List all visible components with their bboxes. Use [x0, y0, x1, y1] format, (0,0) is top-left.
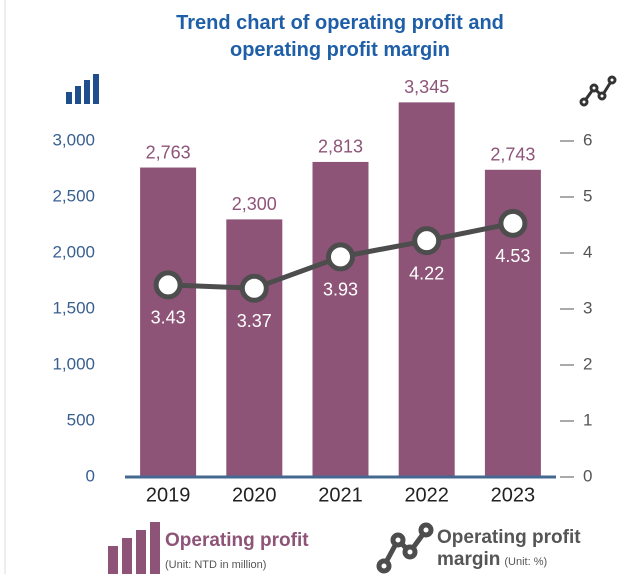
legend-unit: (Unit: NTD in million) — [165, 559, 267, 571]
x-tick-label: 2019 — [146, 484, 191, 506]
line-marker — [326, 242, 355, 272]
y2-tick-label: 0 — [583, 466, 592, 485]
line-marker — [412, 226, 442, 256]
bar-axis-icon — [66, 74, 99, 104]
y2-tick-label: 1 — [583, 410, 592, 429]
y-tick-label: 3,000 — [52, 130, 95, 149]
line-axis-icon — [579, 75, 617, 107]
y2-tick-label: 2 — [583, 354, 592, 373]
bar-value-label: 2,743 — [490, 145, 535, 165]
line-value-label: 3.43 — [151, 308, 186, 328]
line-marker — [498, 208, 528, 238]
legend-bar-icon — [108, 522, 160, 574]
y2-tick-label: 5 — [583, 186, 592, 205]
legend-label: Operating profit margin — [437, 527, 581, 570]
bar — [398, 102, 455, 478]
y2-tick-label: 3 — [583, 298, 592, 317]
bar-value-label: 2,813 — [318, 137, 363, 157]
line-marker — [239, 273, 269, 303]
y-tick-label: 500 — [67, 410, 95, 429]
legend-entry: Operating profit margin (Unit: %) — [437, 527, 617, 573]
y-tick-label: 1,500 — [52, 298, 95, 317]
bar — [312, 161, 369, 477]
bar-value-label: 2,300 — [232, 194, 277, 214]
bar — [226, 219, 283, 477]
line-value-label: 3.37 — [237, 311, 272, 331]
legend-line-icon — [376, 522, 434, 574]
y-tick-label: 2,000 — [52, 242, 95, 261]
bar-value-label: 3,345 — [404, 77, 449, 97]
line-value-label: 4.53 — [495, 246, 530, 266]
y-tick-label: 0 — [86, 466, 95, 485]
x-tick-label: 2020 — [232, 484, 277, 506]
x-tick-label: 2022 — [404, 484, 449, 506]
line-value-label: 4.22 — [409, 263, 444, 283]
y-tick-label: 1,000 — [52, 354, 95, 373]
legend-label: Operating profit — [165, 530, 309, 551]
x-tick-label: 2023 — [491, 484, 536, 506]
y2-tick-label: 4 — [583, 242, 592, 261]
legend-unit: (Unit: %) — [504, 556, 548, 568]
bar-value-label: 2,763 — [146, 142, 191, 162]
bar — [140, 167, 197, 477]
y2-tick-label: 6 — [583, 130, 592, 149]
line-value-label: 3.93 — [323, 280, 358, 300]
x-tick-label: 2021 — [318, 484, 363, 506]
chart-title: Trend chart of operating profit and oper… — [176, 12, 504, 61]
y-tick-label: 2,500 — [52, 186, 95, 205]
line-marker — [153, 270, 183, 300]
